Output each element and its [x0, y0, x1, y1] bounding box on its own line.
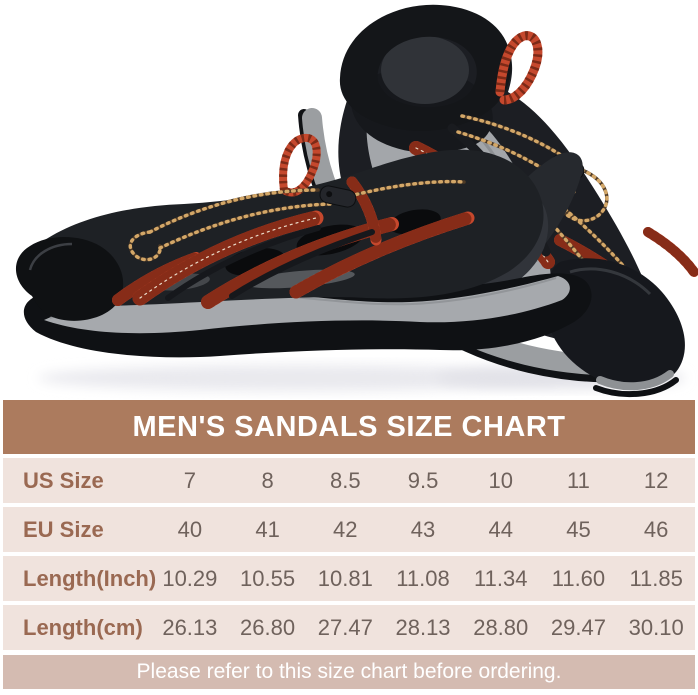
front-sandal — [15, 133, 592, 358]
size-value: 42 — [333, 516, 358, 542]
size-chart-note: Please refer to this size chart before o… — [136, 660, 562, 683]
size-value: 46 — [643, 516, 669, 542]
size-value: 11.34 — [474, 565, 528, 591]
size-value: 30.10 — [628, 614, 684, 640]
size-value: 10.29 — [162, 565, 218, 591]
size-chart: MEN'S SANDALS SIZE CHART US Size 7 8 8.5… — [0, 400, 698, 689]
row-values: 10.29 10.55 10.81 11.08 11.34 11.60 11.8… — [151, 566, 695, 592]
size-value: 11.60 — [551, 565, 606, 591]
size-row-length-cm: Length(cm) 26.13 26.80 27.47 28.13 28.80… — [3, 605, 695, 650]
size-value: 29.47 — [550, 614, 606, 640]
row-values: 7 8 8.5 9.5 10 11 12 — [151, 468, 695, 494]
row-label: EU Size — [23, 516, 104, 542]
size-value: 10 — [488, 467, 513, 493]
size-value: 28.80 — [473, 614, 529, 640]
rear-red-tab — [495, 31, 543, 105]
size-row-length-inch: Length(Inch) 10.29 10.55 10.81 11.08 11.… — [3, 556, 695, 601]
size-value: 28.13 — [395, 614, 451, 640]
size-value: 44 — [488, 516, 513, 542]
size-chart-header: MEN'S SANDALS SIZE CHART — [3, 400, 695, 454]
size-value: 8.5 — [330, 467, 361, 493]
size-value: 26.13 — [162, 614, 218, 640]
size-value: 7 — [183, 467, 196, 493]
size-value: 41 — [255, 516, 280, 542]
size-value: 9.5 — [407, 467, 439, 493]
front-bungee-cords — [128, 179, 466, 262]
size-value: 11.08 — [396, 565, 450, 591]
row-label: Length(Inch) — [23, 565, 157, 591]
size-value: 45 — [566, 516, 591, 542]
size-value: 11 — [567, 467, 590, 493]
row-label: US Size — [23, 467, 104, 493]
row-values: 40 41 42 43 44 45 46 — [151, 517, 695, 543]
row-values: 26.13 26.80 27.47 28.13 28.80 29.47 30.1… — [151, 615, 695, 641]
size-value: 8 — [261, 467, 274, 493]
size-value: 12 — [643, 467, 669, 493]
size-chart-title: MEN'S SANDALS SIZE CHART — [132, 410, 566, 443]
product-photo — [15, 4, 698, 398]
size-value: 11.85 — [629, 565, 683, 591]
size-value: 40 — [177, 516, 203, 542]
size-chart-footer: Please refer to this size chart before o… — [3, 655, 695, 689]
size-row-eu: EU Size 40 41 42 43 44 45 46 — [3, 507, 695, 552]
row-label: Length(cm) — [23, 614, 143, 640]
size-value: 10.55 — [240, 565, 296, 591]
sandals-illustration — [15, 4, 698, 398]
size-value: 27.47 — [317, 614, 373, 640]
size-row-us: US Size 7 8 8.5 9.5 10 11 12 — [3, 458, 695, 503]
size-value: 43 — [410, 516, 436, 542]
front-cord-toggle — [319, 185, 357, 208]
size-value: 10.81 — [317, 565, 373, 591]
size-value: 26.80 — [240, 614, 296, 640]
front-red-straps — [112, 176, 475, 309]
